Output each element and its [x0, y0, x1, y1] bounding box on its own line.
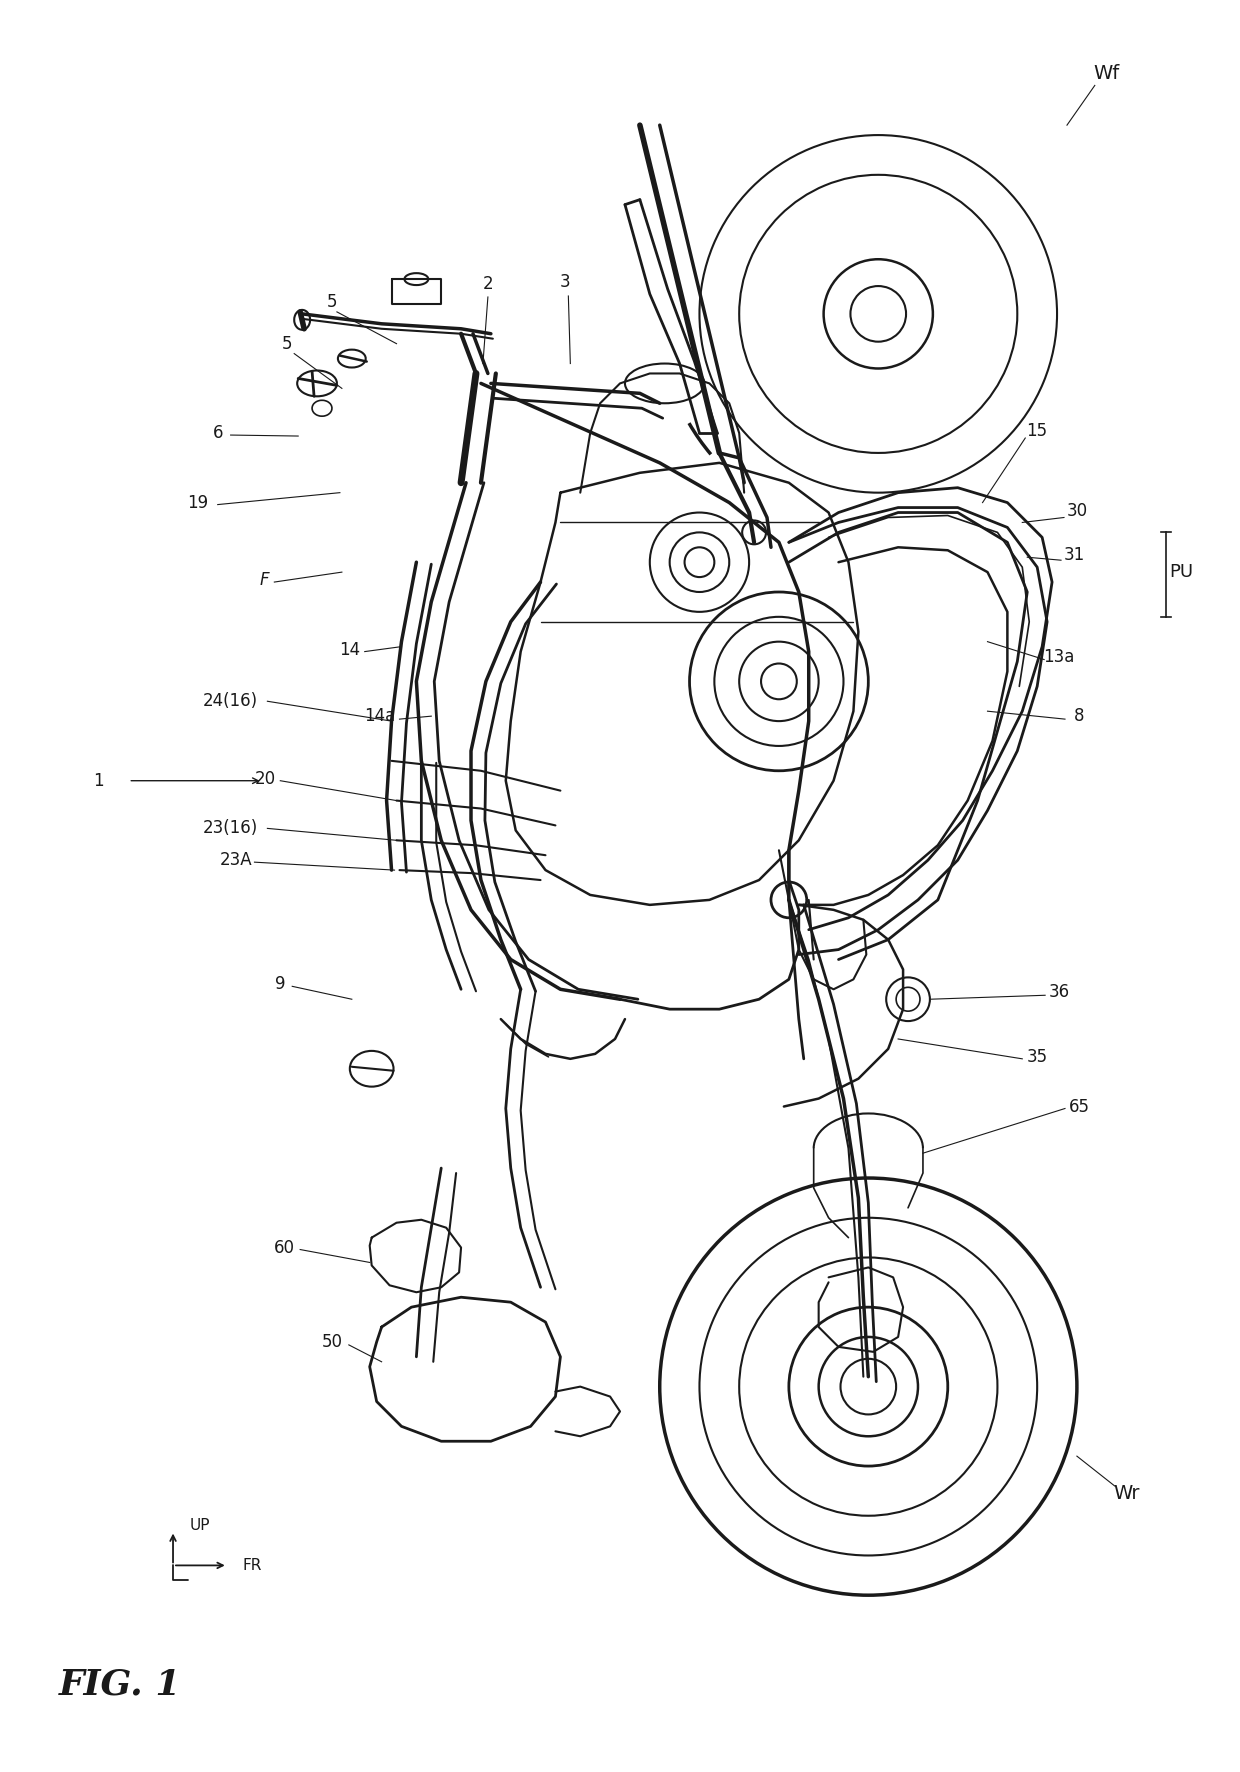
- Text: 8: 8: [1074, 707, 1084, 725]
- Text: Wr: Wr: [1114, 1485, 1140, 1503]
- Text: 31: 31: [1064, 546, 1085, 563]
- Text: Wf: Wf: [1094, 64, 1120, 83]
- Text: 30: 30: [1066, 501, 1087, 519]
- Text: 14a: 14a: [365, 707, 396, 725]
- Text: 35: 35: [1027, 1047, 1048, 1065]
- Text: FR: FR: [243, 1558, 262, 1574]
- Text: 36: 36: [1049, 983, 1070, 1001]
- Text: 13a: 13a: [1043, 647, 1075, 666]
- Text: 14: 14: [340, 641, 361, 659]
- Text: 6: 6: [212, 424, 223, 441]
- Text: 50: 50: [321, 1333, 342, 1350]
- Text: 23(16): 23(16): [203, 819, 258, 838]
- Text: 3: 3: [560, 273, 570, 291]
- Text: UP: UP: [190, 1519, 210, 1533]
- Text: PU: PU: [1169, 563, 1193, 581]
- Text: 19: 19: [187, 494, 208, 512]
- Text: 5: 5: [326, 292, 337, 310]
- Text: 65: 65: [1069, 1097, 1090, 1116]
- Text: 15: 15: [1027, 422, 1048, 439]
- Text: 1: 1: [93, 773, 104, 790]
- Text: 2: 2: [482, 275, 494, 292]
- Text: FIG. 1: FIG. 1: [58, 1667, 181, 1701]
- Text: 20: 20: [255, 769, 277, 789]
- Text: 60: 60: [274, 1239, 295, 1256]
- Text: F: F: [259, 571, 269, 588]
- Text: 5: 5: [281, 335, 293, 353]
- Text: 9: 9: [275, 975, 285, 994]
- Text: 23A: 23A: [219, 851, 252, 870]
- Text: 24(16): 24(16): [203, 693, 258, 711]
